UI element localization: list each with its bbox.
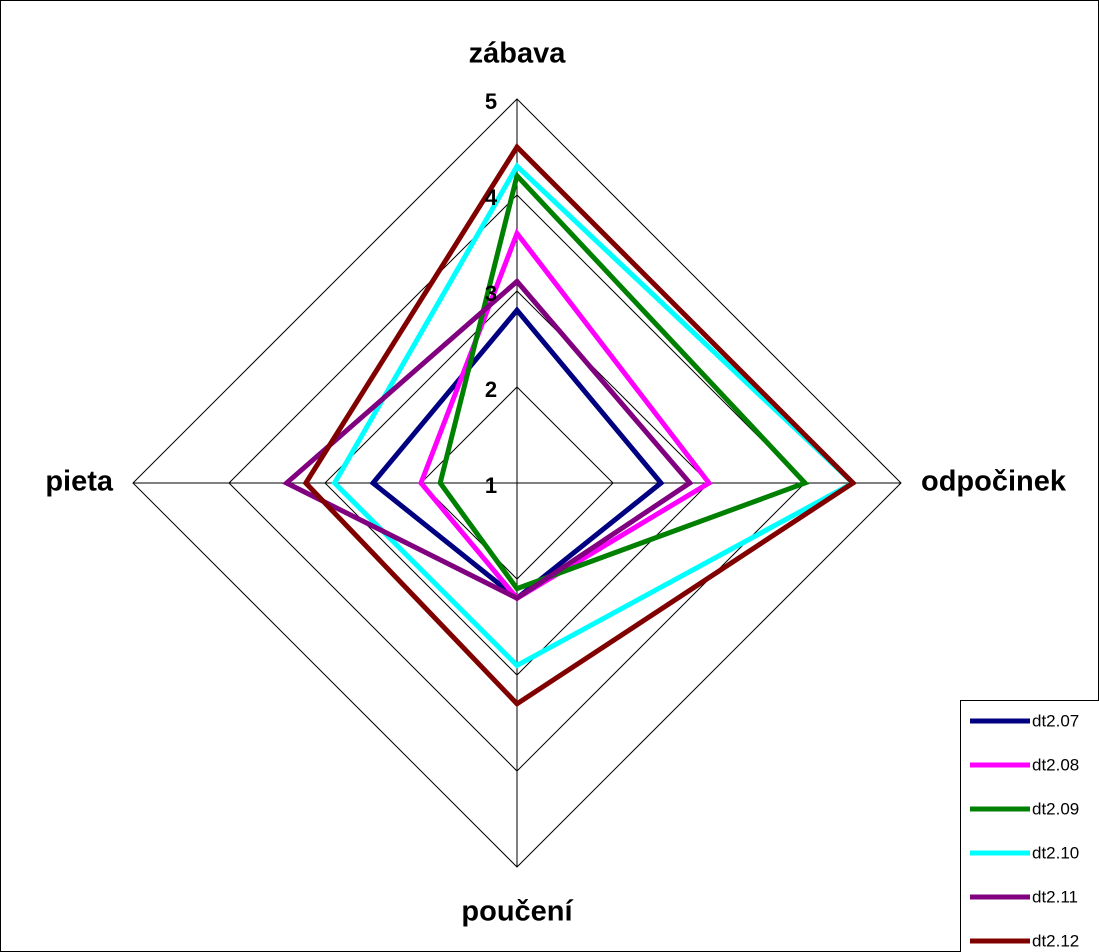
legend-label: dt2.10 bbox=[1032, 843, 1079, 862]
category-label: poučení bbox=[461, 896, 573, 928]
legend-label: dt2.08 bbox=[1032, 755, 1079, 774]
category-label: zábava bbox=[469, 38, 567, 70]
legend-items: dt2.07 dt2.08 dt2.09 dt2.10 dt2.11 dt2.12 bbox=[970, 711, 1079, 950]
legend bbox=[960, 700, 1099, 952]
legend-label: dt2.07 bbox=[1032, 711, 1079, 730]
series-layer bbox=[282, 143, 858, 708]
series-line bbox=[331, 162, 858, 669]
legend-label: dt2.12 bbox=[1032, 931, 1079, 950]
series-line bbox=[437, 170, 810, 592]
category-label: pieta bbox=[45, 466, 114, 498]
series-line bbox=[282, 277, 694, 602]
r-tick-label: 5 bbox=[485, 89, 497, 114]
r-tick-label: 3 bbox=[485, 281, 497, 306]
r-tick-label: 1 bbox=[485, 473, 497, 498]
legend-label: dt2.09 bbox=[1032, 799, 1079, 818]
category-label: odpočinek bbox=[921, 466, 1067, 498]
legend-label: dt2.11 bbox=[1032, 887, 1078, 906]
series-line bbox=[302, 143, 857, 708]
r-tick-label: 2 bbox=[485, 377, 497, 402]
label-layer: 1 2 3 4 5 zábava odpočinek poučení pieta bbox=[45, 38, 1067, 928]
r-tick-label: 4 bbox=[485, 185, 498, 210]
